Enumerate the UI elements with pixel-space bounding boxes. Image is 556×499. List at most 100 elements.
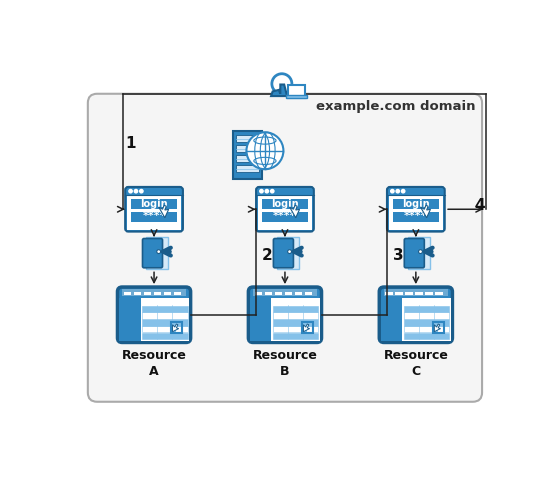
Polygon shape [304, 324, 310, 332]
Bar [433, 328, 438, 333]
Bar [142, 326, 187, 332]
Circle shape [287, 250, 291, 253]
Bar [273, 333, 319, 339]
Circle shape [140, 190, 143, 193]
Bar [250, 298, 271, 341]
FancyBboxPatch shape [88, 94, 482, 402]
Bar [131, 212, 177, 222]
Circle shape [401, 190, 405, 193]
Bar [142, 305, 187, 312]
Bar [302, 328, 307, 333]
Text: example.com domain: example.com domain [316, 100, 476, 113]
Bar [404, 305, 449, 312]
Bar [253, 288, 317, 296]
Circle shape [157, 250, 161, 253]
Text: login: login [271, 199, 299, 209]
Text: ****: **** [142, 211, 166, 221]
Bar [404, 333, 449, 339]
Circle shape [260, 190, 263, 193]
Bar [257, 196, 312, 230]
Bar [119, 298, 189, 341]
Bar [171, 322, 182, 333]
Bar [262, 212, 307, 222]
Bar [262, 199, 307, 209]
Bar [153, 291, 161, 295]
Bar [273, 305, 319, 312]
Text: 2: 2 [262, 249, 272, 263]
Text: Resource
A: Resource A [122, 349, 186, 378]
Bar [277, 237, 299, 269]
Circle shape [134, 190, 138, 193]
Polygon shape [290, 206, 300, 218]
Bar [119, 298, 141, 341]
Bar [143, 291, 151, 295]
Bar [393, 199, 439, 209]
Bar [142, 333, 187, 339]
Text: 4: 4 [474, 198, 485, 213]
FancyBboxPatch shape [274, 239, 294, 268]
Circle shape [271, 190, 274, 193]
Bar [236, 165, 259, 172]
Text: 1: 1 [126, 136, 136, 151]
Bar [286, 95, 306, 98]
FancyBboxPatch shape [125, 187, 183, 232]
Bar [122, 288, 186, 296]
FancyBboxPatch shape [379, 287, 453, 342]
Polygon shape [172, 324, 178, 332]
Bar [288, 85, 305, 98]
Polygon shape [420, 206, 430, 218]
FancyBboxPatch shape [387, 187, 445, 232]
Bar [232, 132, 262, 179]
Bar [127, 196, 181, 230]
Bar [173, 291, 181, 295]
Bar [236, 155, 259, 162]
Bar [131, 199, 177, 209]
Circle shape [419, 250, 423, 253]
Bar [404, 326, 449, 332]
Bar [275, 291, 282, 295]
Text: login: login [140, 199, 168, 209]
Bar [163, 291, 171, 295]
Text: Resource
B: Resource B [252, 349, 317, 378]
Bar [142, 312, 187, 318]
Bar [142, 319, 187, 325]
Bar [381, 298, 403, 341]
Polygon shape [158, 206, 168, 218]
Bar [384, 288, 448, 296]
Bar [236, 135, 259, 142]
Polygon shape [434, 324, 440, 332]
Bar [171, 328, 176, 333]
Bar [305, 291, 312, 295]
Bar [385, 291, 393, 295]
Bar [389, 196, 443, 230]
Bar [285, 291, 292, 295]
Circle shape [391, 190, 394, 193]
Bar [395, 291, 403, 295]
Bar [433, 322, 444, 333]
Bar [250, 298, 320, 341]
Text: login: login [402, 199, 430, 209]
Bar [133, 291, 141, 295]
Bar [405, 291, 413, 295]
FancyBboxPatch shape [249, 287, 321, 342]
Circle shape [246, 132, 284, 169]
Bar [415, 291, 423, 295]
Bar [123, 291, 131, 295]
Bar [404, 319, 449, 325]
Circle shape [272, 74, 292, 94]
Bar [236, 145, 259, 152]
Circle shape [396, 190, 399, 193]
Circle shape [129, 190, 132, 193]
Bar [146, 237, 168, 269]
Text: 3: 3 [393, 249, 404, 263]
FancyBboxPatch shape [117, 287, 191, 342]
Bar [273, 319, 319, 325]
Bar [265, 291, 272, 295]
Bar [273, 326, 319, 332]
Bar [255, 291, 262, 295]
Bar [435, 291, 443, 295]
Bar [408, 237, 430, 269]
Bar [381, 298, 451, 341]
FancyBboxPatch shape [256, 187, 314, 232]
FancyBboxPatch shape [404, 239, 424, 268]
